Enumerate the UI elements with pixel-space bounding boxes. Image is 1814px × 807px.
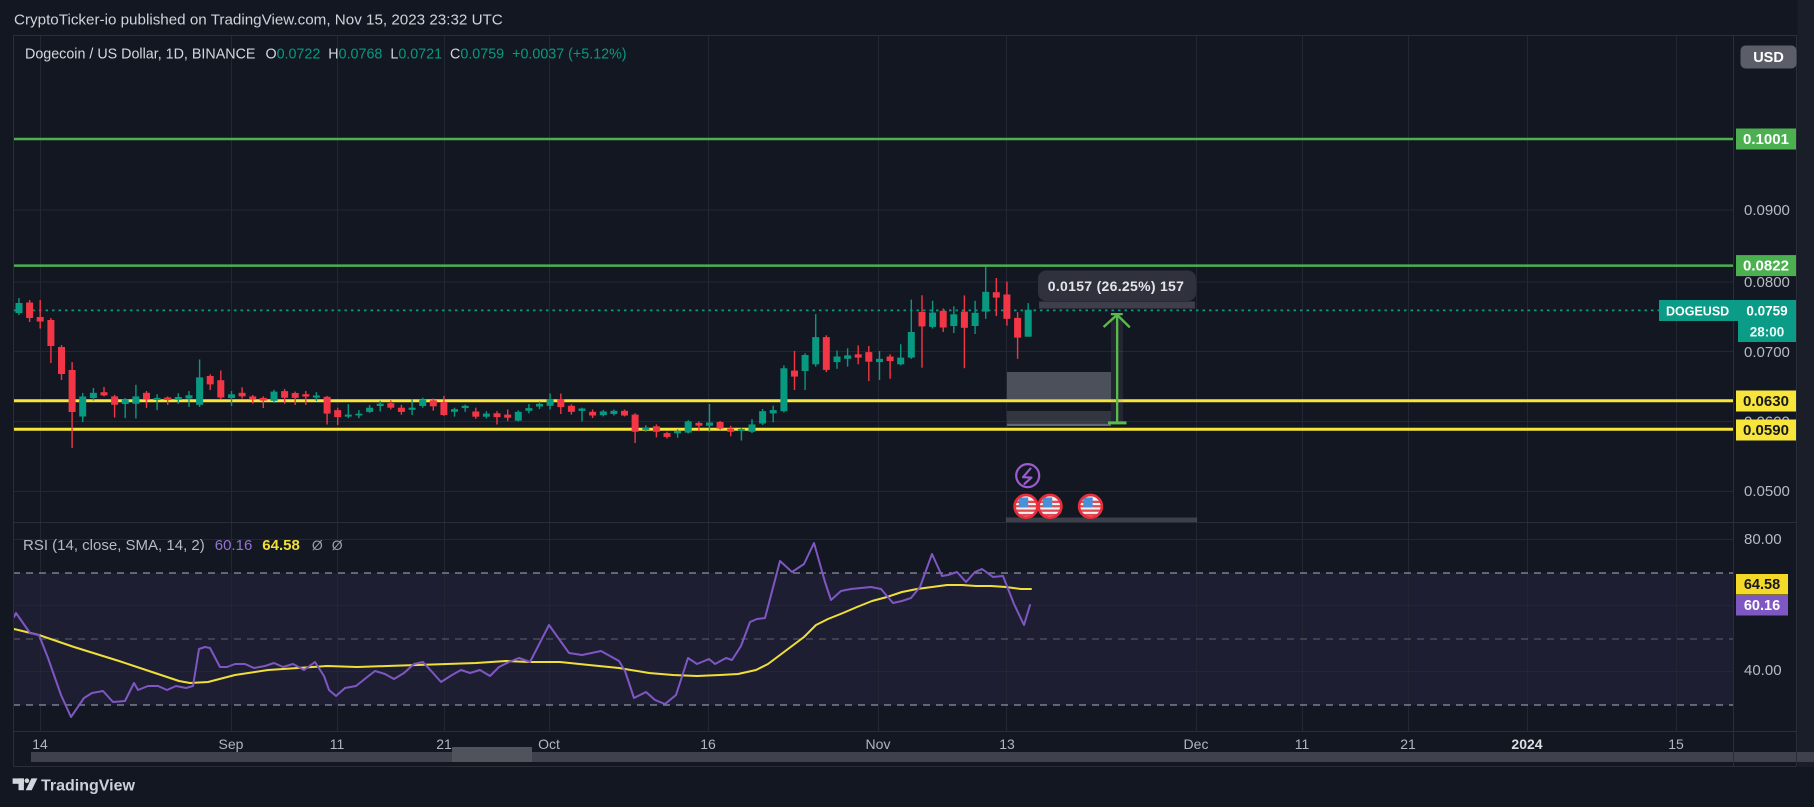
- svg-text:64.58: 64.58: [1744, 577, 1780, 593]
- svg-text:2024: 2024: [1511, 736, 1542, 752]
- svg-text:Oct: Oct: [538, 736, 560, 752]
- svg-text:0.0700: 0.0700: [1744, 344, 1790, 361]
- svg-text:13: 13: [999, 736, 1015, 752]
- svg-text:0.0630: 0.0630: [1743, 393, 1789, 410]
- svg-text:DOGEUSD: DOGEUSD: [1666, 305, 1729, 319]
- svg-text:USD: USD: [1753, 50, 1784, 66]
- svg-text:CryptoTicker-io published on T: CryptoTicker-io published on TradingView…: [14, 12, 503, 29]
- svg-text:RSI (14, close, SMA, 14, 2)60.: RSI (14, close, SMA, 14, 2) 60.16 64.58 Ø Ø: [23, 537, 343, 554]
- svg-text:80.00: 80.00: [1744, 531, 1782, 548]
- svg-text:14: 14: [32, 736, 48, 752]
- svg-text:11: 11: [1295, 736, 1310, 752]
- svg-text:0.0590: 0.0590: [1743, 422, 1789, 439]
- svg-text:11: 11: [330, 736, 345, 752]
- svg-text:TradingView: TradingView: [41, 778, 136, 795]
- svg-text:16: 16: [700, 736, 716, 752]
- svg-text:Nov: Nov: [866, 736, 891, 752]
- svg-text:0.0157 (26.25%) 157: 0.0157 (26.25%) 157: [1048, 278, 1184, 294]
- svg-text:0.0800: 0.0800: [1744, 274, 1790, 291]
- svg-text:0.0500: 0.0500: [1744, 483, 1790, 500]
- svg-text:21: 21: [436, 736, 452, 752]
- svg-text:0.0900: 0.0900: [1744, 202, 1790, 219]
- svg-text:28:00: 28:00: [1750, 325, 1785, 340]
- svg-text:40.00: 40.00: [1744, 662, 1782, 679]
- svg-text:Dec: Dec: [1184, 736, 1209, 752]
- svg-text:0.1001: 0.1001: [1743, 131, 1789, 148]
- svg-text:Sep: Sep: [219, 736, 244, 752]
- svg-text:60.16: 60.16: [1744, 598, 1780, 614]
- svg-text:21: 21: [1400, 736, 1416, 752]
- svg-text:0.0822: 0.0822: [1743, 258, 1789, 275]
- svg-text:15: 15: [1668, 736, 1684, 752]
- svg-text:0.0759: 0.0759: [1746, 304, 1787, 319]
